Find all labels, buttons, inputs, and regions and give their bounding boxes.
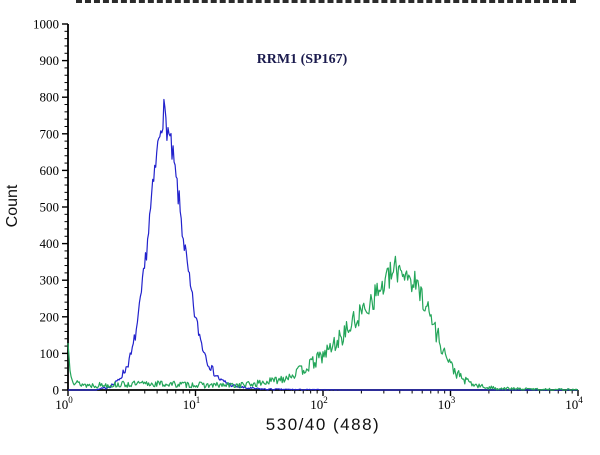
x-axis-label: 530/40 (488) — [266, 415, 380, 434]
y-tick-label: 300 — [40, 273, 60, 288]
y-tick-label: 0 — [53, 383, 60, 398]
x-tick-label: 104 — [565, 395, 583, 412]
x-tick-label: 103 — [438, 395, 456, 412]
y-axis-label: Count — [4, 184, 21, 227]
y-tick-label: 700 — [40, 126, 60, 141]
x-tick-exponent: 4 — [578, 395, 583, 405]
x-tick-exponent: 1 — [196, 395, 201, 405]
x-tick-label: 102 — [310, 395, 328, 412]
y-tick-label: 200 — [40, 309, 60, 324]
x-tick-exponent: 0 — [68, 395, 73, 405]
chart-title: RRM1 (SP167) — [257, 52, 348, 67]
y-tick-label: 100 — [40, 346, 60, 361]
series-curve-rrm1-stained-green — [67, 255, 579, 391]
y-tick-label: 400 — [40, 236, 60, 251]
x-tick-label: 101 — [183, 395, 201, 412]
y-tick-label: 500 — [40, 200, 60, 215]
y-tick-label: 1000 — [33, 17, 59, 32]
cropped-text-top-edge — [76, 0, 576, 3]
y-tick-label: 800 — [40, 90, 60, 105]
x-tick-exponent: 3 — [451, 395, 456, 405]
x-tick-exponent: 2 — [323, 395, 328, 405]
y-tick-label: 600 — [40, 163, 60, 178]
series-curve-negative-control-blue — [68, 98, 578, 391]
y-tick-label: 900 — [40, 53, 60, 68]
x-tick-label: 100 — [55, 395, 73, 412]
